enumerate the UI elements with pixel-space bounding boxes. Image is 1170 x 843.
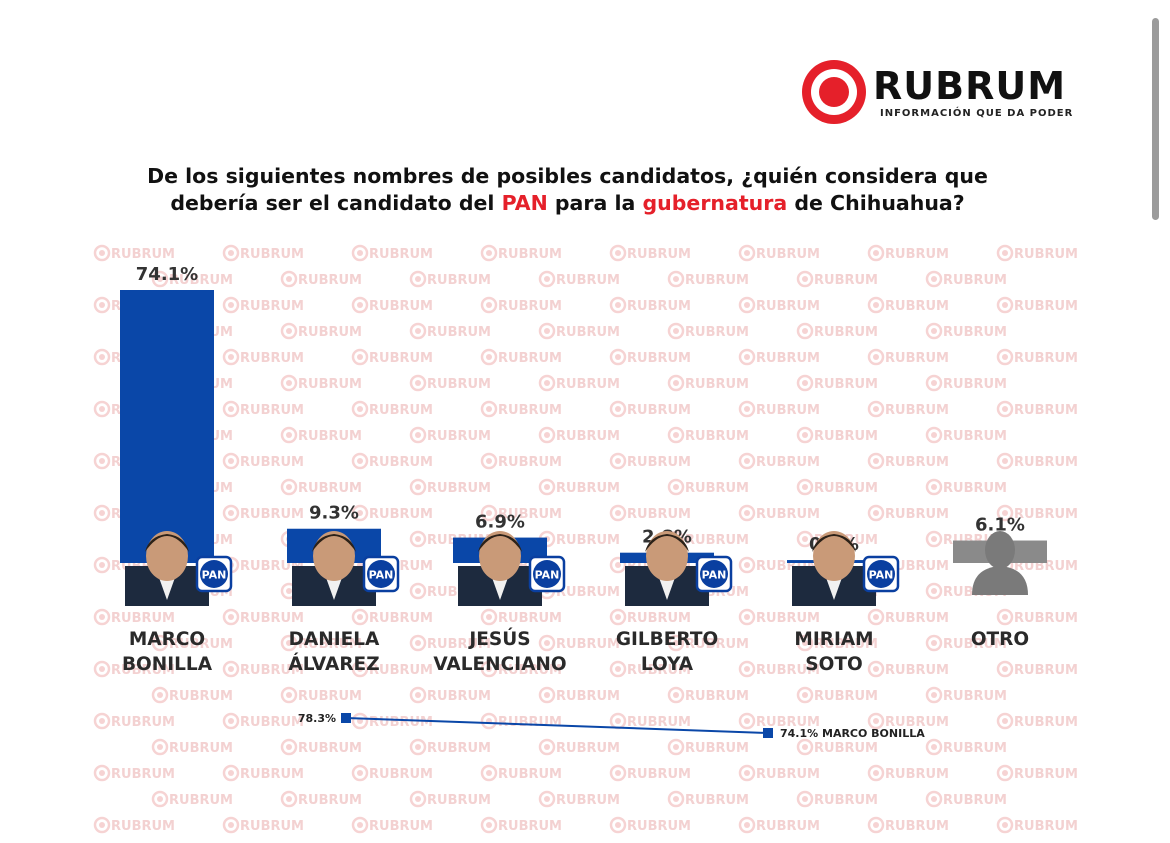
brand-tagline: INFORMACIÓN QUE DA PODER	[880, 108, 1074, 119]
person-head	[985, 531, 1015, 569]
category-label-3-0: GILBERTO	[616, 629, 718, 650]
question-line-2: debería ser el candidato del PAN para la…	[100, 190, 1035, 217]
category-label-3-1: LOYA	[641, 654, 694, 675]
question-line-1: De los siguientes nombres de posibles ca…	[147, 164, 988, 188]
pan-badge-text: PAN	[535, 569, 560, 582]
candidate-photo-1	[292, 531, 376, 606]
trend-label-1: 74.1% MARCO BONILLA	[780, 727, 925, 740]
value-label-1: 9.3%	[309, 503, 359, 524]
photo-hair	[478, 534, 522, 552]
pan-badge-circle	[200, 560, 228, 588]
pan-badge-text: PAN	[869, 569, 894, 582]
survey-question: De los siguientes nombres de posibles ca…	[100, 163, 1035, 217]
pan-logo-icon-3: PAN	[695, 555, 733, 593]
photo-face	[479, 531, 521, 581]
question-text-c: de Chihuahua?	[787, 191, 965, 215]
bar-0	[120, 290, 214, 563]
rubrum-target-icon	[802, 60, 866, 124]
value-label-2: 6.9%	[475, 512, 525, 533]
category-label-5-0: OTRO	[971, 629, 1029, 650]
pan-logo-icon-1: PAN	[362, 555, 400, 593]
anonymous-person-icon	[972, 531, 1028, 595]
trend-point-0	[341, 713, 351, 723]
pan-logo-icon-0: PAN	[195, 555, 233, 593]
photo-face	[146, 531, 188, 581]
question-text-a: debería ser el candidato del	[170, 191, 502, 215]
photo-face	[813, 531, 855, 581]
category-label-4-1: SOTO	[805, 654, 862, 675]
candidate-photo-3	[625, 531, 709, 606]
photo-face	[313, 531, 355, 581]
highlight-party: PAN	[501, 191, 548, 215]
pan-badge-circle	[533, 560, 561, 588]
category-label-1-1: ÁLVAREZ	[288, 653, 379, 675]
photo-hair	[645, 534, 689, 552]
photo-hair	[812, 534, 856, 552]
pan-logo-icon-2: PAN	[528, 555, 566, 593]
pan-logo-icon-4: PAN	[862, 555, 900, 593]
photo-face	[646, 531, 688, 581]
category-label-4-0: MIRIAM	[794, 629, 873, 650]
candidate-photo-0	[125, 531, 209, 606]
pan-badge-text: PAN	[369, 569, 394, 582]
photo-hair	[312, 534, 356, 552]
candidate-photo-2	[458, 531, 542, 606]
scrollbar-thumb[interactable]	[1152, 18, 1159, 220]
category-label-2-1: VALENCIANO	[433, 654, 566, 675]
pan-badge-circle	[700, 560, 728, 588]
candidate-photo-4	[792, 531, 876, 606]
category-label-2-0: JESÚS	[467, 628, 530, 650]
pan-badge-circle	[367, 560, 395, 588]
trend-point-1	[763, 728, 773, 738]
question-text-b: para la	[547, 191, 643, 215]
pan-badge-text: PAN	[202, 569, 227, 582]
category-label-0-1: BONILLA	[122, 654, 213, 675]
pan-badge-circle	[867, 560, 895, 588]
category-label-0-0: MARCO	[129, 629, 205, 650]
trend-label-0: 78.3%	[298, 712, 336, 725]
highlight-office: gubernatura	[642, 191, 788, 215]
brand-logo: RUBRUM INFORMACIÓN QUE DA PODER	[800, 58, 1100, 130]
pan-badge-text: PAN	[702, 569, 727, 582]
value-label-0: 74.1%	[136, 264, 198, 285]
category-label-1-0: DANIELA	[289, 629, 380, 650]
trend-line	[345, 717, 769, 734]
brand-name: RUBRUM	[873, 64, 1067, 108]
value-label-5: 6.1%	[975, 515, 1025, 536]
photo-hair	[145, 534, 189, 552]
person-body	[972, 566, 1028, 595]
